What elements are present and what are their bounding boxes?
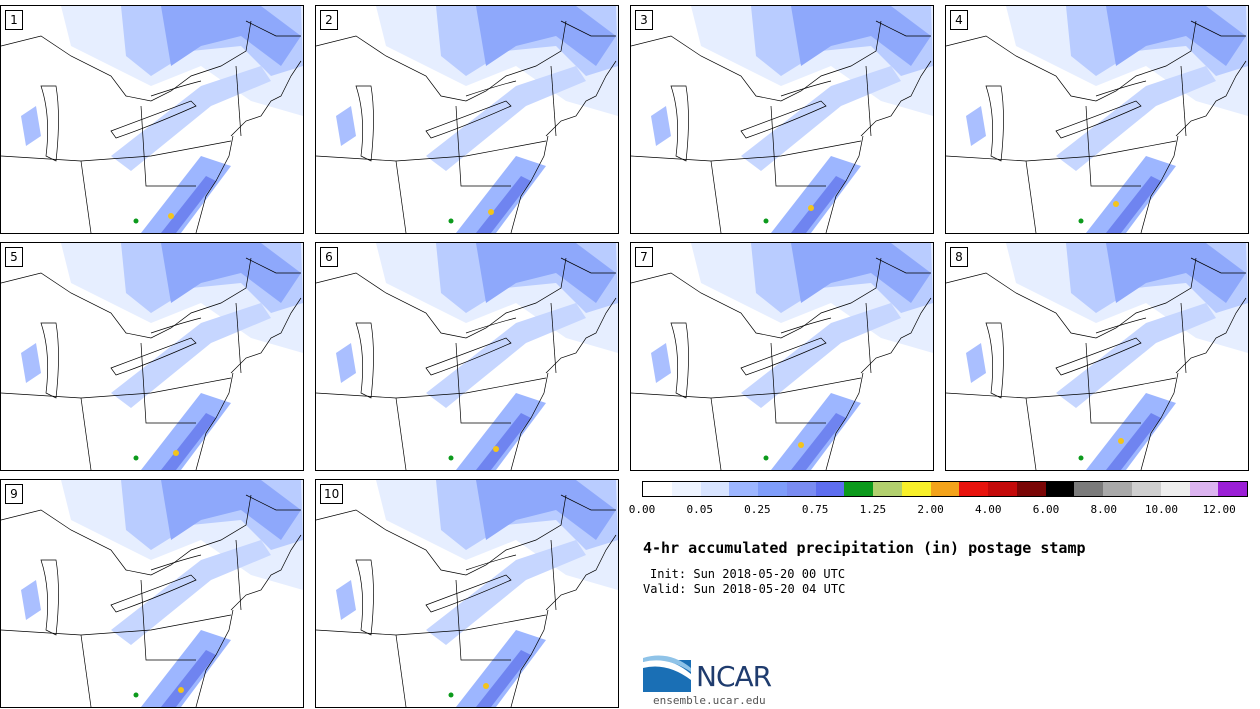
panel-number: 6 <box>320 247 338 267</box>
legend-swatch <box>1160 482 1190 496</box>
legend-swatch <box>873 482 902 496</box>
legend-tick-label: 10.00 <box>1144 503 1178 516</box>
precip-map <box>316 243 618 470</box>
legend-swatch <box>1074 482 1104 496</box>
legend-tick-label: 1.25 <box>859 503 887 516</box>
precip-map <box>316 6 618 233</box>
map-panel-7: 7 <box>630 242 934 471</box>
legend-swatch <box>1016 482 1046 496</box>
precip-map <box>631 6 933 233</box>
legend-tick-label: 0.75 <box>801 503 829 516</box>
legend-tick-label: 8.00 <box>1090 503 1117 516</box>
panel-number: 8 <box>950 247 968 267</box>
legend-swatch <box>671 482 701 496</box>
init-time: Init: Sun 2018-05-20 00 UTC <box>650 567 846 581</box>
site-url: ensemble.ucar.edu <box>653 694 766 707</box>
panel-number: 5 <box>5 247 23 267</box>
precip-map <box>1 480 303 707</box>
precip-map <box>1 243 303 470</box>
panel-number: 9 <box>5 484 23 504</box>
ncar-logo-icon <box>643 655 691 692</box>
map-panel-1: 1 <box>0 5 304 234</box>
map-panel-5: 5 <box>0 242 304 471</box>
precip-map <box>1 6 303 233</box>
color-legend <box>642 481 1248 497</box>
legend-swatch <box>1218 482 1248 496</box>
panel-number: 4 <box>950 10 968 30</box>
legend-swatch <box>1132 482 1161 496</box>
legend-tick-label: 4.00 <box>975 503 1002 516</box>
legend-tick-label: 2.00 <box>917 503 944 516</box>
chart-title: 4-hr accumulated precipitation (in) post… <box>643 539 1086 557</box>
legend-swatch <box>844 482 874 496</box>
legend-swatch <box>729 482 759 496</box>
legend-tick-label: 0.00 <box>628 503 656 516</box>
map-panel-9: 9 <box>0 479 304 708</box>
legend-tick-label: 12.00 <box>1202 503 1236 516</box>
map-panel-8: 8 <box>945 242 1249 471</box>
precip-map <box>631 243 933 470</box>
legend-swatch <box>815 482 845 496</box>
legend-swatch <box>901 482 931 496</box>
map-panel-10: 10 <box>315 479 619 708</box>
map-panel-3: 3 <box>630 5 934 234</box>
valid-time: Valid: Sun 2018-05-20 04 UTC <box>643 582 846 596</box>
legend-swatch <box>643 482 672 496</box>
precip-map <box>946 6 1248 233</box>
panel-number: 1 <box>5 10 23 30</box>
legend-tick-label: 0.25 <box>744 503 771 516</box>
legend-swatch <box>1103 482 1133 496</box>
legend-swatch <box>758 482 787 496</box>
panel-number: 7 <box>635 247 653 267</box>
legend-swatch <box>930 482 960 496</box>
logo-wordmark: NCAR <box>696 660 772 693</box>
panel-number: 10 <box>320 484 344 504</box>
map-panel-2: 2 <box>315 5 619 234</box>
legend-swatch <box>1189 482 1219 496</box>
precip-map <box>946 243 1248 470</box>
map-panel-4: 4 <box>945 5 1249 234</box>
legend-tick-labels: 0.00 0.05 0.25 0.75 1.25 2.00 4.00 6.00 8.00 10.0… <box>622 503 1260 517</box>
precip-map <box>316 480 618 707</box>
legend-swatch <box>786 482 816 496</box>
legend-tick-label: 6.00 <box>1032 503 1060 516</box>
legend-swatch <box>959 482 989 496</box>
legend-swatch <box>988 482 1017 496</box>
legend-tick-label: 0.05 <box>686 503 713 516</box>
panel-number: 3 <box>635 10 653 30</box>
legend-swatch <box>1045 482 1075 496</box>
legend-swatch <box>700 482 730 496</box>
panel-number: 2 <box>320 10 338 30</box>
map-panel-6: 6 <box>315 242 619 471</box>
